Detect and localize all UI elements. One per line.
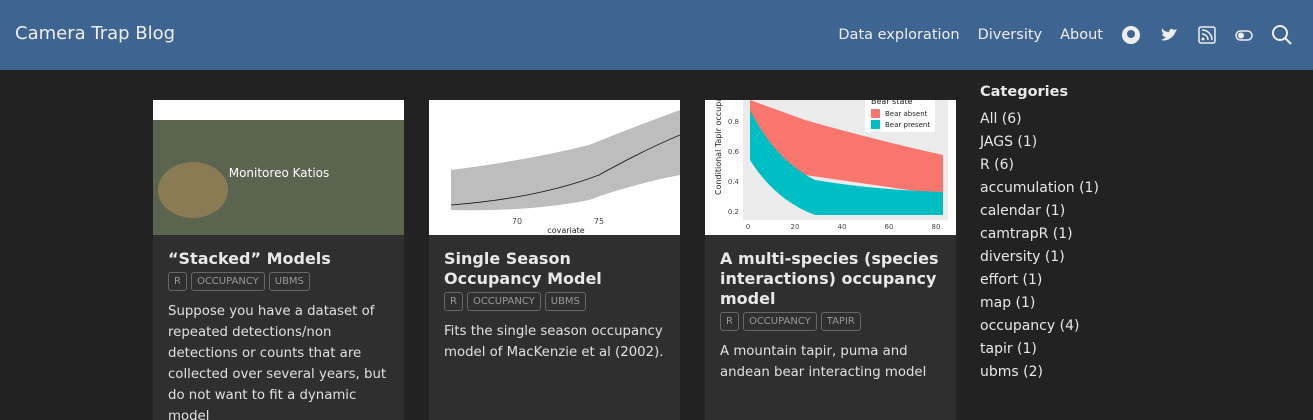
nav-link[interactable]: Diversity [977,27,1043,43]
post-summary: Fits the single season occupancy model o… [444,324,664,360]
tag[interactable]: OCCUPANCY [742,312,817,331]
nav-link[interactable]: About [1060,27,1103,43]
post-card[interactable]: Monitoreo Katios “Stacked” Models R OCCUPAN… [153,100,404,420]
category-link[interactable]: R (6) [980,157,1015,173]
legend-label: Bear absent [885,110,928,118]
post-card[interactable]: 0.80.60.40.20.0020406080Conditional Tapi… [705,100,956,420]
post-title[interactable]: A multi-species (species interactions) o… [720,249,939,308]
thumb-y-tick: 0.4 [728,178,740,186]
thumb-x-tick: 70 [512,217,522,226]
category-list: All (6) JAGS (1) R (6) accumulation (1) cale… [980,108,1099,384]
tag-list: R OCCUPANCY TAPIR [720,312,941,331]
legend-key [871,120,880,129]
tag[interactable]: OCCUPANCY [466,292,541,311]
tag[interactable]: UBMS [268,272,310,291]
category-link[interactable]: tapir (1) [980,341,1037,357]
present-band [750,110,943,215]
thumbnail: 0.80.60.40.20.0020406080Conditional Tapi… [705,100,956,235]
site-title[interactable]: Camera Trap Blog [15,23,176,44]
category-link[interactable]: accumulation (1) [980,180,1099,196]
post-summary: A mountain tapir, puma and andean bear i… [720,344,927,380]
thumb-x-tick: 80 [932,223,941,231]
tag-list: R OCCUPANCY UBMS [444,292,665,311]
thumb-x-tick: 20 [791,223,800,231]
search-icon[interactable] [1271,24,1293,46]
post-summary: Suppose you have a dataset of repeated d… [168,304,387,420]
thumb-x-label: covariate [547,226,584,235]
card-body: Single Season Occupancy Model R OCCUPANCY U… [429,235,680,377]
nav-link[interactable]: Data exploration [838,27,960,43]
category-link[interactable]: All (6) [980,111,1022,127]
thumbnail: 70 75 covariate [429,100,680,235]
card-body: A multi-species (species interactions) o… [705,235,956,397]
rss-icon[interactable] [1197,25,1217,45]
tag[interactable]: UBMS [544,292,586,311]
thumb-y-tick: 0.2 [728,208,739,216]
card-body: “Stacked” Models R OCCUPANCY UBMS Suppose yo… [153,235,404,420]
post-title[interactable]: Single Season Occupancy Model [444,249,602,288]
twitter-icon[interactable] [1159,25,1179,45]
category-link[interactable]: JAGS (1) [980,134,1038,150]
legend-label: Bear present [885,121,930,129]
legend-key [871,109,880,118]
category-link[interactable]: ubms (2) [980,364,1043,380]
tag[interactable]: OCCUPANCY [190,272,265,291]
jaguar [158,162,228,218]
theme-toggle[interactable] [1235,25,1253,45]
ci-band [451,110,680,211]
tag[interactable]: TAPIR [820,312,861,331]
github-icon[interactable] [1121,25,1141,45]
legend-title: Bear state [871,100,912,106]
thumb-x-tick: 60 [885,223,894,231]
sidebar-title: Categories [980,84,1069,100]
fit-line [450,134,680,206]
sidebar: Categories All (6) JAGS (1) R (6) accumulat… [980,84,1099,384]
category-link[interactable]: camtrapR (1) [980,226,1073,242]
thumb-x-tick: 0 [746,223,750,231]
photo-top [153,100,404,120]
thumb-y-label: Conditional Tapir occupancy probability [714,100,723,195]
thumbnail: Monitoreo Katios [153,100,404,235]
category-link[interactable]: occupancy (4) [980,318,1080,334]
thumb-x-tick: 40 [838,223,847,231]
thumb-y-tick: 0.6 [728,148,740,156]
post-card[interactable]: 70 75 covariate Single Season Occupancy Mod… [429,100,680,420]
tag[interactable]: R [444,292,463,311]
absent-band [750,100,943,195]
thumb-x-tick: 75 [594,217,604,226]
thumb-heading: Monitoreo Katios [229,166,330,180]
thumb-y-tick: 0.8 [728,118,739,126]
post-title[interactable]: “Stacked” Models [168,249,331,268]
header: Camera Trap Blog Data exploration Divers… [0,0,1313,70]
tag-list: R OCCUPANCY UBMS [168,272,389,291]
category-link[interactable]: diversity (1) [980,249,1065,265]
tag[interactable]: R [168,272,187,291]
category-link[interactable]: effort (1) [980,272,1043,288]
nav: Data exploration Diversity About [838,24,1293,46]
tag[interactable]: R [720,312,739,331]
category-link[interactable]: calendar (1) [980,203,1066,219]
category-link[interactable]: map (1) [980,295,1036,311]
